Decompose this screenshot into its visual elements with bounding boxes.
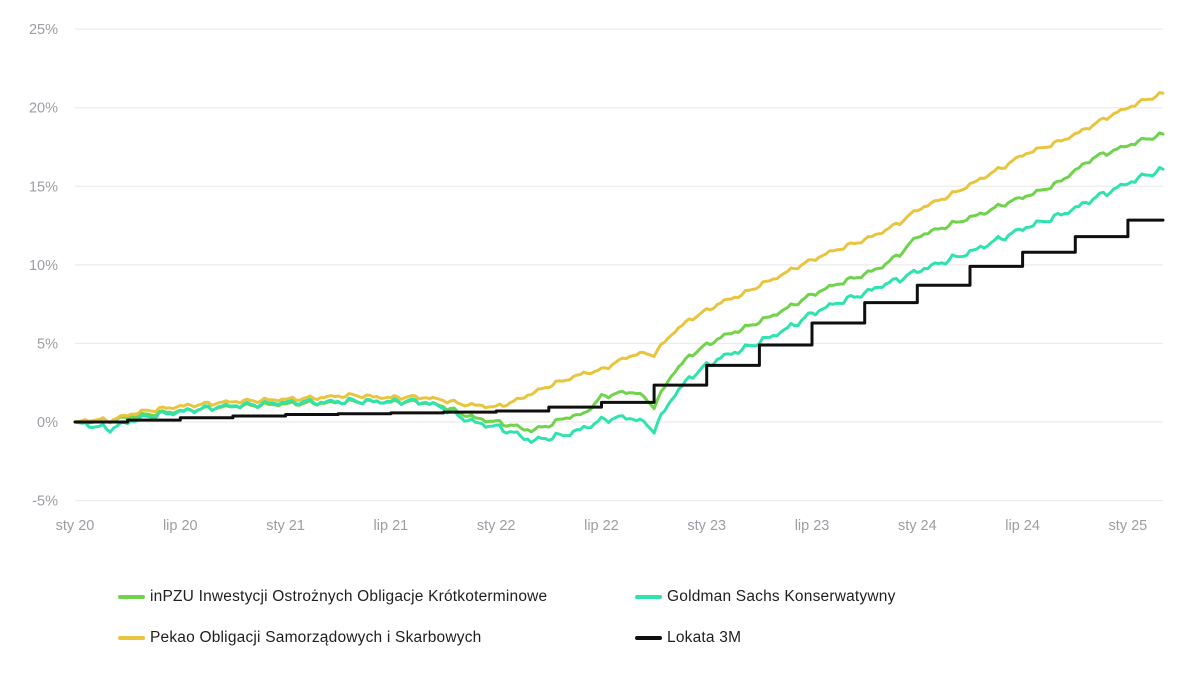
legend-label-goldman-sachs: Goldman Sachs Konserwatywny (667, 588, 896, 605)
series-line-2 (73, 91, 1165, 424)
x-tick-label: sty 22 (477, 518, 516, 534)
series-line-3 (73, 218, 1165, 424)
x-tick-label: lip 24 (1005, 518, 1040, 534)
x-tick-label: lip 22 (584, 518, 619, 534)
legend-label-inpzu: inPZU Inwestycji Ostrożnych Obligacje Kr… (150, 588, 548, 605)
y-tick-label: 10% (29, 258, 58, 274)
legend-line-swatch-yellow (118, 636, 145, 640)
legend-item-pekao[interactable]: Pekao Obligacji Samorządowych i Skarbowy… (118, 629, 635, 647)
legend-label-pekao: Pekao Obligacji Samorządowych i Skarbowy… (150, 629, 482, 646)
performance-line-chart: 25% 20% 15% 10% 5% 0% -5% sty 20 lip 20 sty 21 lip… (29, 22, 1165, 534)
legend-item-lokata-3m[interactable]: Lokata 3M (635, 629, 896, 647)
legend-label-lokata-3m: Lokata 3M (667, 629, 742, 646)
legend-item-inpzu[interactable]: inPZU Inwestycji Ostrożnych Obligacje Kr… (118, 588, 635, 606)
x-tick-label: sty 21 (266, 518, 305, 534)
legend-line-swatch-teal (635, 595, 662, 599)
y-tick-label: 0% (37, 415, 58, 431)
series-line-1 (73, 166, 1165, 444)
y-tick-label: -5% (32, 494, 58, 510)
y-tick-label: 15% (29, 179, 58, 195)
x-tick-label: sty 23 (687, 518, 726, 534)
legend-item-goldman-sachs[interactable]: Goldman Sachs Konserwatywny (635, 588, 896, 606)
x-tick-label: sty 25 (1109, 518, 1148, 534)
x-tick-label: lip 23 (795, 518, 830, 534)
x-tick-label: sty 24 (898, 518, 937, 534)
y-tick-label: 5% (37, 336, 58, 352)
x-tick-label: sty 20 (56, 518, 95, 534)
y-tick-label: 25% (29, 22, 58, 38)
legend-line-swatch-green (118, 595, 145, 599)
x-tick-label: lip 21 (374, 518, 409, 534)
series-line-0 (73, 131, 1165, 434)
x-tick-label: lip 20 (163, 518, 198, 534)
legend-line-swatch-black (635, 636, 662, 640)
y-tick-label: 20% (29, 101, 58, 117)
chart-legend: inPZU Inwestycji Ostrożnych Obligacje Kr… (118, 588, 896, 647)
